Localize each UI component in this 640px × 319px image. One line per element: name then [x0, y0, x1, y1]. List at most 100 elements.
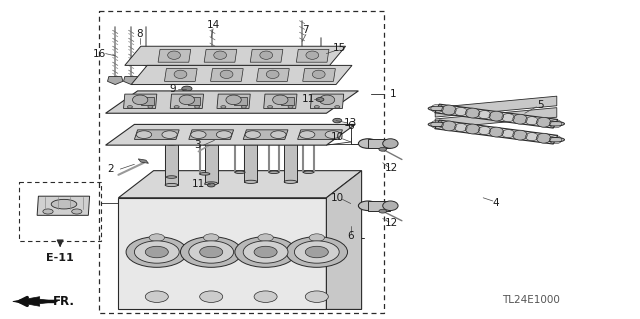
Ellipse shape — [266, 70, 279, 78]
Text: 7: 7 — [303, 25, 309, 35]
Ellipse shape — [383, 139, 398, 148]
Ellipse shape — [489, 127, 504, 137]
Polygon shape — [435, 108, 557, 129]
Ellipse shape — [383, 201, 398, 211]
Circle shape — [288, 106, 293, 108]
Text: 13: 13 — [344, 118, 357, 128]
Text: 5: 5 — [538, 100, 544, 110]
Polygon shape — [264, 94, 297, 108]
Polygon shape — [294, 60, 310, 67]
Circle shape — [305, 246, 328, 258]
Ellipse shape — [547, 122, 564, 126]
Ellipse shape — [465, 124, 480, 134]
Text: 6: 6 — [348, 231, 354, 241]
Ellipse shape — [284, 180, 297, 183]
Polygon shape — [303, 69, 335, 81]
Text: 4: 4 — [493, 197, 499, 208]
Ellipse shape — [303, 171, 314, 174]
Text: 10: 10 — [331, 193, 344, 204]
Polygon shape — [211, 69, 243, 81]
Text: 12: 12 — [385, 218, 398, 228]
Circle shape — [174, 106, 179, 108]
Ellipse shape — [235, 171, 245, 174]
Bar — [141, 97, 154, 105]
Text: 3: 3 — [194, 140, 200, 150]
Polygon shape — [368, 139, 390, 148]
Polygon shape — [205, 142, 218, 183]
Polygon shape — [243, 130, 288, 139]
Circle shape — [254, 246, 277, 258]
Circle shape — [335, 106, 340, 108]
Text: 8: 8 — [136, 29, 143, 40]
Text: 6: 6 — [348, 121, 354, 131]
Ellipse shape — [465, 108, 480, 118]
Text: FR.: FR. — [52, 295, 74, 308]
Polygon shape — [165, 144, 178, 185]
Bar — [234, 97, 247, 105]
Polygon shape — [124, 94, 157, 108]
Polygon shape — [314, 70, 329, 77]
Circle shape — [309, 243, 324, 251]
Polygon shape — [108, 77, 123, 85]
Polygon shape — [298, 130, 342, 139]
Circle shape — [43, 209, 53, 214]
Circle shape — [286, 237, 348, 267]
Circle shape — [127, 106, 132, 108]
Ellipse shape — [205, 182, 218, 185]
Circle shape — [200, 246, 223, 258]
Polygon shape — [106, 124, 355, 145]
Polygon shape — [250, 49, 283, 62]
Ellipse shape — [174, 70, 187, 78]
Text: 2: 2 — [107, 164, 113, 174]
Polygon shape — [13, 297, 58, 306]
Circle shape — [162, 131, 177, 138]
Text: 12: 12 — [385, 163, 398, 174]
Ellipse shape — [513, 130, 527, 140]
Circle shape — [325, 131, 340, 138]
Polygon shape — [170, 94, 204, 108]
Circle shape — [268, 106, 273, 108]
Polygon shape — [205, 62, 220, 70]
Ellipse shape — [166, 176, 177, 178]
Text: 16: 16 — [93, 48, 106, 59]
Bar — [99, 11, 384, 313]
Polygon shape — [158, 49, 191, 62]
Circle shape — [180, 237, 242, 267]
Ellipse shape — [489, 111, 504, 121]
Polygon shape — [124, 77, 139, 85]
Circle shape — [149, 234, 164, 241]
Polygon shape — [138, 59, 154, 66]
Bar — [188, 97, 200, 105]
Polygon shape — [118, 171, 362, 198]
Polygon shape — [435, 120, 558, 144]
Ellipse shape — [536, 133, 551, 143]
Ellipse shape — [273, 95, 288, 105]
Circle shape — [221, 106, 226, 108]
Text: 10: 10 — [331, 132, 344, 142]
Bar — [19, 182, 101, 241]
Polygon shape — [257, 69, 289, 81]
Polygon shape — [310, 94, 344, 108]
Polygon shape — [138, 159, 148, 163]
Circle shape — [294, 241, 339, 263]
Circle shape — [300, 131, 315, 138]
Text: 14: 14 — [207, 20, 220, 30]
Polygon shape — [131, 65, 352, 85]
Circle shape — [309, 234, 324, 241]
Circle shape — [189, 241, 234, 263]
Circle shape — [235, 237, 296, 267]
Ellipse shape — [226, 95, 241, 105]
Circle shape — [254, 291, 277, 302]
Circle shape — [305, 291, 328, 302]
Ellipse shape — [168, 51, 180, 59]
Polygon shape — [37, 196, 90, 215]
Circle shape — [271, 131, 286, 138]
Ellipse shape — [269, 171, 279, 174]
Ellipse shape — [536, 117, 551, 127]
Polygon shape — [435, 96, 557, 117]
Circle shape — [314, 106, 319, 108]
Ellipse shape — [179, 95, 195, 105]
Circle shape — [195, 106, 200, 108]
Text: 11: 11 — [302, 94, 315, 104]
Polygon shape — [326, 171, 362, 309]
